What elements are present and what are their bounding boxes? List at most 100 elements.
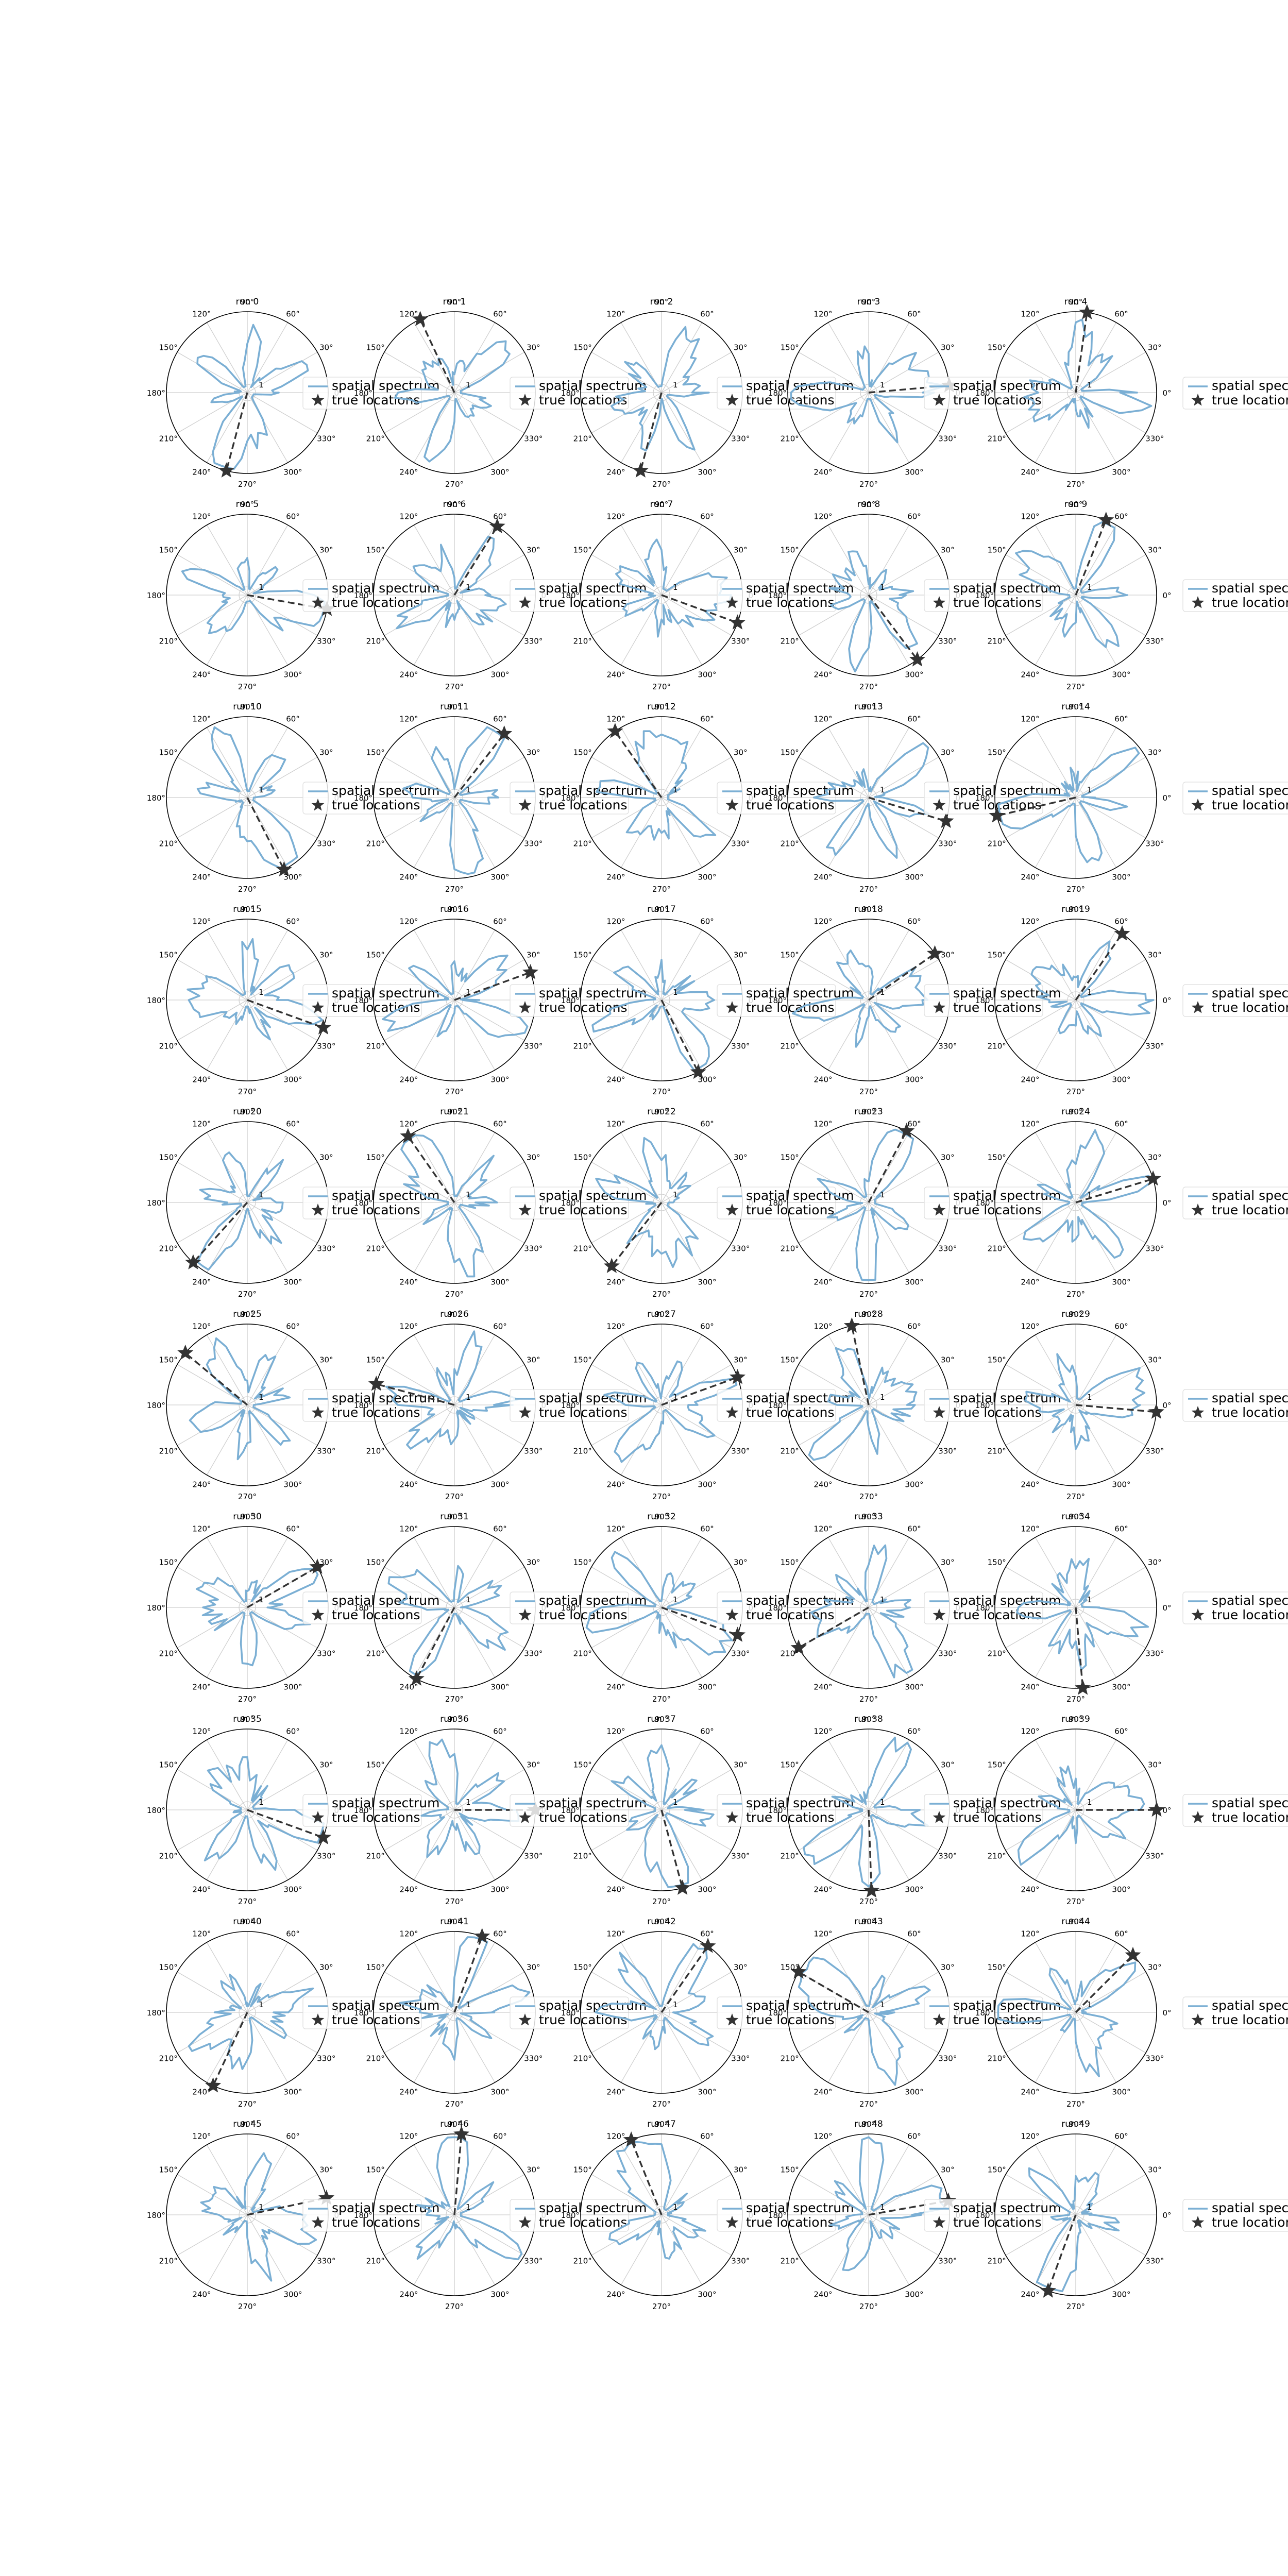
- angle-tick-label: 180°: [561, 1806, 580, 1815]
- angular-gridline: [206, 1739, 248, 1810]
- angle-tick-label: 60°: [286, 1322, 300, 1331]
- angular-gridline: [1035, 1334, 1076, 1405]
- legend-spectrum-label: spatial spectrum: [746, 1188, 854, 1203]
- angular-gridline: [1005, 999, 1076, 1041]
- radial-tick-label: 1: [466, 1595, 471, 1604]
- subplot-title: run 17: [647, 904, 676, 914]
- angle-tick-label: 300°: [698, 872, 716, 882]
- angle-tick-label: 210°: [988, 1244, 1006, 1253]
- angular-gridline: [661, 1404, 703, 1476]
- legend-spectrum-label: spatial spectrum: [1212, 1593, 1288, 1608]
- angular-gridline: [591, 2214, 662, 2256]
- true-location-star: [700, 1938, 716, 1953]
- radial-tick-label: 1: [466, 2000, 471, 2009]
- angle-tick-label: 240°: [1021, 1277, 1039, 1286]
- legend-truth-swatch: [311, 1811, 325, 1823]
- true-location-star: [309, 1558, 326, 1574]
- angle-tick-label: 120°: [192, 1929, 211, 1939]
- angle-tick-label: 30°: [319, 546, 333, 555]
- angle-tick-label: 0°: [1162, 2211, 1171, 2220]
- legend-truth-label: true locations: [746, 2012, 834, 2027]
- subplot-title: run 20: [233, 1107, 262, 1117]
- angle-tick-label: 240°: [399, 872, 418, 882]
- angle-tick-label: 330°: [524, 637, 543, 646]
- angle-tick-label: 240°: [192, 872, 211, 882]
- angle-tick-label: 300°: [905, 670, 923, 679]
- true-location-star: [408, 1670, 425, 1686]
- angular-gridline: [661, 1971, 732, 2013]
- angle-tick-label: 120°: [606, 917, 625, 926]
- angle-tick-label: 300°: [490, 2087, 509, 2096]
- angle-tick-label: 270°: [1066, 1290, 1085, 1299]
- legend-truth-label: true locations: [953, 1810, 1041, 1825]
- angle-tick-label: 270°: [238, 2302, 257, 2311]
- angle-tick-label: 210°: [573, 1649, 592, 1658]
- angle-tick-label: 0°: [1162, 1198, 1171, 1208]
- legend-truth-label: true locations: [539, 2215, 627, 2230]
- angle-tick-label: 90°: [862, 2120, 876, 2129]
- angle-tick-label: 330°: [317, 1042, 335, 1051]
- legend-spectrum-label: spatial spectrum: [746, 783, 854, 798]
- subplot-title: run 10: [233, 702, 262, 712]
- polar-subplot: 0°30°60°90°120°150°180°210°240°270°300°3…: [975, 297, 1288, 489]
- radial-tick-label: 1: [1087, 2000, 1092, 2009]
- angle-tick-label: 210°: [573, 434, 592, 444]
- angular-gridline: [868, 2214, 939, 2256]
- angle-tick-label: 330°: [938, 839, 957, 849]
- angle-tick-label: 270°: [238, 1694, 257, 1704]
- legend-truth-label: true locations: [746, 1810, 834, 1825]
- polar-subplot: 0°30°60°90°120°150°180°210°240°270°300°3…: [354, 1917, 647, 2109]
- angle-tick-label: 180°: [975, 1401, 994, 1410]
- angle-tick-label: 180°: [975, 1806, 994, 1815]
- legend-truth-label: true locations: [332, 2012, 420, 2027]
- angular-gridline: [454, 1537, 496, 1608]
- angular-gridline: [413, 1537, 455, 1608]
- angle-tick-label: 210°: [781, 2054, 799, 2063]
- angle-tick-label: 150°: [159, 748, 178, 757]
- radial-tick-label: 1: [1087, 1190, 1092, 1199]
- angle-tick-label: 240°: [606, 872, 625, 882]
- angle-tick-label: 90°: [241, 1715, 255, 1724]
- angle-tick-label: 180°: [768, 388, 787, 398]
- angle-tick-label: 180°: [354, 2211, 372, 2220]
- angle-tick-label: 210°: [781, 839, 799, 849]
- angle-tick-label: 180°: [975, 388, 994, 398]
- angular-gridline: [454, 999, 525, 1041]
- angle-tick-label: 180°: [975, 793, 994, 803]
- angle-tick-label: 60°: [1114, 1929, 1128, 1939]
- angular-gridline: [454, 554, 525, 596]
- angle-tick-label: 150°: [159, 1355, 178, 1365]
- angle-tick-label: 240°: [1021, 2290, 1039, 2299]
- angle-tick-label: 270°: [1066, 885, 1085, 894]
- legend-spectrum-label: spatial spectrum: [539, 1391, 647, 1405]
- subplot-title: run 30: [233, 1512, 262, 1522]
- angle-tick-label: 150°: [573, 343, 592, 352]
- angular-gridline: [868, 2012, 910, 2083]
- radial-gridline: [1067, 1396, 1084, 1414]
- legend-spectrum-label: spatial spectrum: [539, 1795, 647, 1810]
- angular-gridline: [620, 2144, 662, 2215]
- angle-tick-label: 300°: [698, 1682, 716, 1691]
- angle-tick-label: 60°: [493, 1524, 507, 1534]
- angle-tick-label: 240°: [192, 2087, 211, 2096]
- angle-tick-label: 210°: [366, 839, 385, 849]
- angular-gridline: [868, 1942, 910, 2013]
- angle-tick-label: 330°: [524, 1447, 543, 1456]
- legend-frame: [1182, 579, 1288, 612]
- angular-gridline: [206, 727, 248, 798]
- subplot-title: run 11: [440, 702, 469, 712]
- radial-tick-label: 1: [880, 1190, 885, 1199]
- angular-gridline: [798, 1566, 869, 1608]
- spatial-spectrum-line: [790, 345, 947, 444]
- angular-gridline: [827, 2012, 869, 2083]
- angle-tick-label: 30°: [734, 546, 748, 555]
- angle-tick-label: 150°: [366, 1963, 385, 1972]
- angle-tick-label: 60°: [286, 715, 300, 724]
- radial-gridline: [239, 991, 256, 1009]
- angle-tick-label: 330°: [317, 1447, 335, 1456]
- polar-frame: [994, 1526, 1157, 1689]
- angle-tick-label: 90°: [862, 905, 876, 914]
- angle-tick-label: 60°: [1114, 715, 1128, 724]
